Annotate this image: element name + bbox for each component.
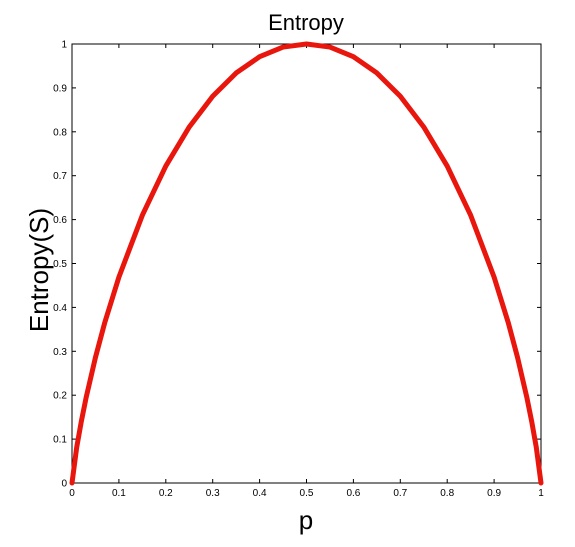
x-tick-label: 0.3: [206, 488, 220, 499]
x-axis-ticks: 0 0.1 0.2 0.3 0.4 0.5 0.6 0.7 0.8 0.9 1: [69, 44, 544, 499]
x-tick-label: 0: [69, 488, 75, 499]
plot-area: [71, 43, 542, 484]
y-tick-label: 0.2: [53, 391, 67, 402]
x-tick-label: 0.5: [300, 488, 314, 499]
y-tick-label: 0.6: [53, 215, 67, 226]
x-tick-label: 0.7: [393, 488, 407, 499]
y-axis-ticks: 0 0.1 0.2 0.3 0.4 0.5 0.6 0.7 0.8 0.9 1: [53, 40, 541, 490]
x-tick-label: 0.2: [159, 488, 173, 499]
y-tick-label: 0.1: [53, 435, 67, 446]
y-tick-label: 0.3: [53, 347, 67, 358]
y-axis-title: Entropy(S): [24, 208, 54, 332]
x-tick-label: 0.4: [253, 488, 267, 499]
x-tick-label: 0.9: [487, 488, 501, 499]
x-tick-label: 1: [538, 488, 544, 499]
x-tick-label: 0.8: [440, 488, 454, 499]
x-tick-label: 0.6: [346, 488, 360, 499]
y-tick-label: 0.9: [53, 83, 67, 94]
y-tick-label: 1: [61, 40, 67, 51]
y-tick-label: 0.5: [53, 259, 67, 270]
series-layer: [69, 41, 544, 486]
y-tick-label: 0.4: [53, 303, 67, 314]
y-tick-label: 0.8: [53, 127, 67, 138]
entropy-series-line: [69, 41, 544, 486]
x-tick-label: 0.1: [112, 488, 126, 499]
x-axis-title: p: [299, 505, 313, 535]
chart-title: Entropy: [268, 10, 344, 35]
y-tick-label: 0: [61, 479, 67, 490]
y-tick-label: 0.7: [53, 171, 67, 182]
